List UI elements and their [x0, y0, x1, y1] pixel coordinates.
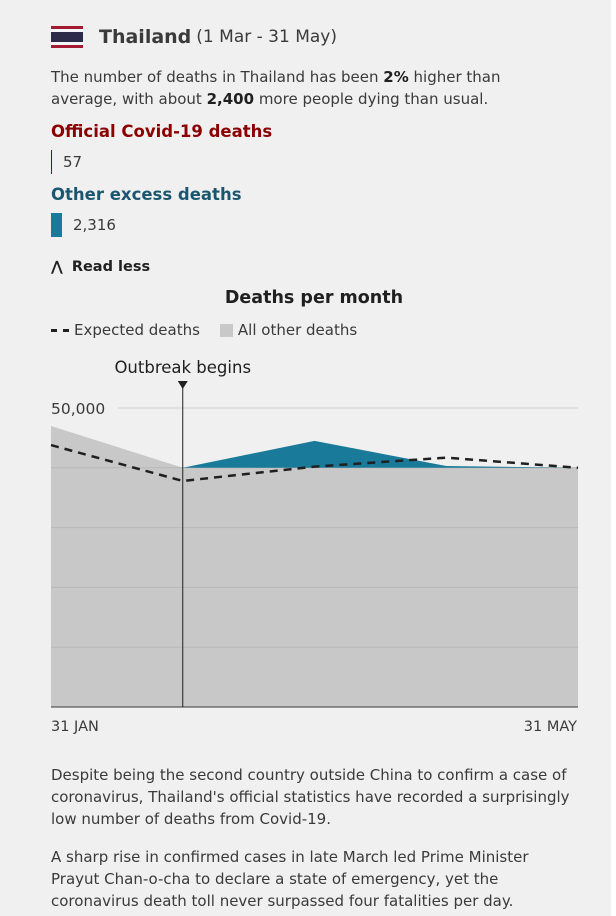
outbreak-label: Outbreak begins [114, 358, 251, 377]
body-paragraph: Despite being the second country outside… [51, 766, 570, 828]
chart-legend: Expected deaths All other deaths [51, 321, 357, 339]
flag-stripe [51, 26, 83, 29]
other-excess-row: 2,316 [51, 213, 116, 237]
country-header: Thailand (1 Mar - 31 May) [51, 22, 337, 52]
country-name: Thailand [99, 26, 192, 48]
official-deaths-row: 57 [51, 150, 82, 174]
other-excess-heading: Other excess deaths [51, 185, 242, 204]
legend-label-other: All other deaths [237, 321, 358, 339]
summary-excess: 2,400 [206, 90, 255, 108]
legend-swatch-icon [219, 323, 233, 337]
other-excess-bar [51, 213, 62, 237]
flag-stripe [51, 32, 83, 37]
x-tick-label: 31 MAY [524, 719, 577, 735]
flag-stripe [51, 29, 83, 32]
thailand-flag-icon [51, 26, 83, 48]
x-tick-label: 31 JAN [51, 719, 99, 735]
excess-deaths-area [182, 440, 578, 468]
y-tick-label: 50,000 [51, 400, 105, 418]
read-less-button[interactable]: ⋀ Read less [51, 259, 150, 275]
flag-stripe [51, 45, 83, 48]
read-less-label: Read less [71, 259, 151, 275]
flag-stripe [51, 37, 83, 42]
deaths-chart: Outbreak begins 50,000 31 JAN 31 MAY [50, 358, 579, 735]
date-range: (1 Mar - 31 May) [196, 27, 337, 47]
chart-title: Deaths per month [224, 288, 404, 308]
expected-deaths-line [50, 443, 579, 483]
other-excess-value: 2,316 [73, 216, 116, 234]
body-paragraph: A sharp rise in confirmed cases in late … [51, 848, 529, 910]
legend-dashed-line-icon [51, 328, 69, 332]
chevron-up-icon: ⋀ [51, 259, 63, 275]
summary-percent: 2% [383, 68, 409, 86]
summary-part: more people dying than usual. [254, 90, 489, 108]
summary-part: The number of deaths in Thailand has bee… [51, 68, 384, 86]
outbreak-marker-icon [177, 381, 188, 389]
official-deaths-value: 57 [63, 153, 83, 171]
legend-label-expected: Expected deaths [74, 321, 200, 339]
official-deaths-bar [51, 150, 52, 174]
summary-part: higher than average, with about [51, 68, 501, 108]
official-deaths-heading: Official Covid-19 deaths [51, 122, 273, 141]
flag-stripe [51, 42, 83, 45]
summary-text: The number of deaths in Thailand has bee… [51, 66, 571, 110]
